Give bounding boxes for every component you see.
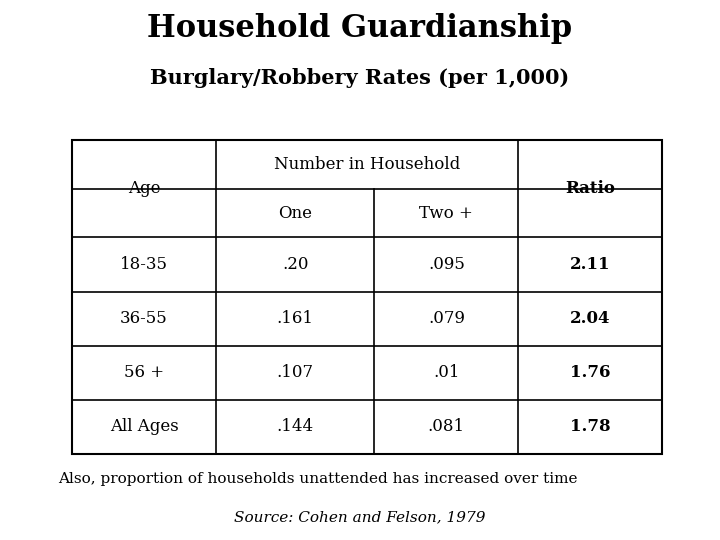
Text: 2.11: 2.11 (570, 256, 611, 273)
Text: One: One (278, 205, 312, 222)
Text: .144: .144 (276, 418, 314, 435)
Text: .161: .161 (276, 310, 314, 327)
Text: 18-35: 18-35 (120, 256, 168, 273)
Text: Two +: Two + (420, 205, 473, 222)
Text: .01: .01 (433, 364, 459, 381)
Text: Household Guardianship: Household Guardianship (148, 14, 572, 44)
Text: .107: .107 (276, 364, 314, 381)
Text: 1.78: 1.78 (570, 418, 611, 435)
Text: 2.04: 2.04 (570, 310, 611, 327)
Text: .095: .095 (428, 256, 465, 273)
Text: 1.76: 1.76 (570, 364, 611, 381)
Text: 56 +: 56 + (124, 364, 164, 381)
FancyBboxPatch shape (72, 140, 662, 454)
Text: .079: .079 (428, 310, 465, 327)
Text: 36-55: 36-55 (120, 310, 168, 327)
Text: Burglary/Robbery Rates (per 1,000): Burglary/Robbery Rates (per 1,000) (150, 68, 570, 87)
Text: Age: Age (127, 180, 161, 198)
Text: Also, proportion of households unattended has increased over time: Also, proportion of households unattende… (58, 472, 577, 487)
Text: .081: .081 (428, 418, 465, 435)
Text: .20: .20 (282, 256, 308, 273)
Text: Ratio: Ratio (565, 180, 616, 198)
Text: Source: Cohen and Felson, 1979: Source: Cohen and Felson, 1979 (234, 510, 486, 524)
Text: All Ages: All Ages (109, 418, 179, 435)
Text: Number in Household: Number in Household (274, 156, 460, 173)
